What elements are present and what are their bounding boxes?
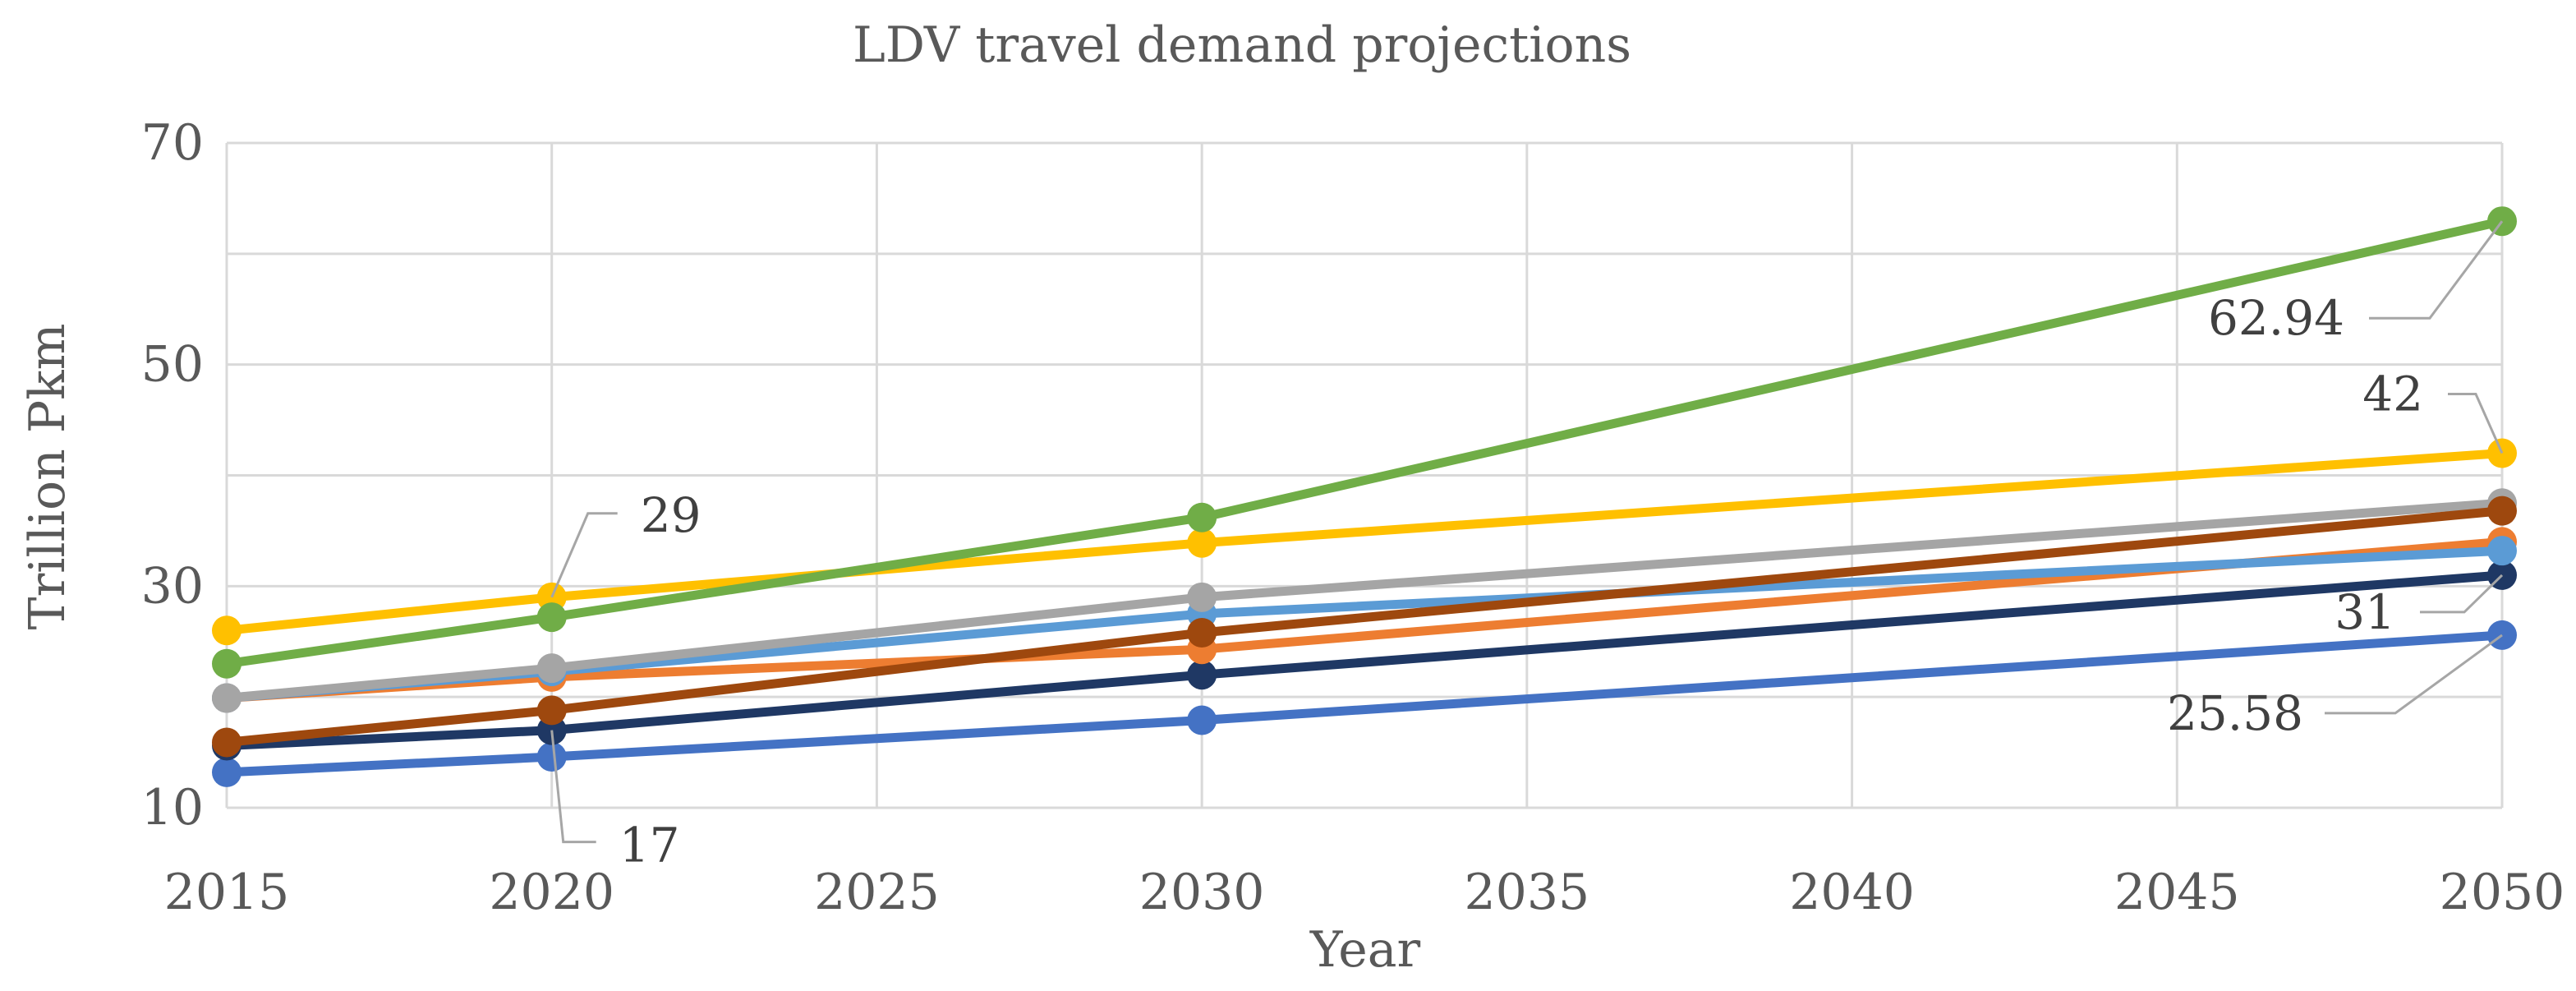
data-label: 42 — [2362, 366, 2423, 422]
series-8 — [212, 206, 2517, 679]
data-point — [1187, 582, 1217, 612]
annotation-leader — [2325, 634, 2503, 715]
x-tick-label: 2035 — [1465, 864, 1590, 921]
y-tick-label: 30 — [141, 557, 204, 615]
series-line — [222, 498, 2507, 703]
data-point — [536, 741, 567, 772]
annotation-leader — [2369, 220, 2504, 320]
data-label: 25.58 — [2167, 685, 2303, 741]
data-point — [2487, 496, 2517, 526]
data-point — [212, 757, 242, 787]
data-point — [212, 648, 242, 679]
x-axis-ticks: 2015 2020 2025 2030 2035 2040 2045 2050 — [164, 864, 2565, 921]
data-point — [2487, 536, 2517, 566]
x-tick-label: 2020 — [489, 864, 614, 921]
annotation-leader — [2448, 393, 2504, 454]
data-point — [212, 615, 242, 646]
data-label: 17 — [619, 818, 680, 873]
annotation-leaders — [550, 220, 2504, 844]
series-6 — [212, 496, 2517, 758]
data-point — [2487, 438, 2517, 468]
series-1 — [212, 620, 2517, 787]
y-tick-label: 10 — [141, 779, 204, 837]
data-point — [2487, 206, 2517, 237]
data-point — [536, 653, 567, 684]
annotation-leader — [2420, 574, 2504, 614]
x-tick-label: 2040 — [1789, 864, 1915, 921]
x-tick-label: 2025 — [814, 864, 940, 921]
series-lines — [212, 206, 2517, 787]
data-point — [536, 602, 567, 633]
x-tick-label: 2015 — [164, 864, 290, 921]
data-point — [1187, 617, 1217, 648]
series-line — [222, 506, 2507, 747]
y-axis-label: Trillion Pkm — [19, 324, 76, 630]
y-tick-label: 70 — [141, 114, 204, 172]
y-axis-ticks: 10 30 50 70 — [141, 114, 204, 837]
annotation-leader — [550, 730, 596, 844]
data-point — [1187, 705, 1217, 735]
data-point — [536, 695, 567, 726]
data-point — [212, 683, 242, 713]
x-tick-label: 2030 — [1139, 864, 1265, 921]
data-point — [1187, 528, 1217, 558]
series-line — [222, 216, 2507, 669]
data-label: 31 — [2334, 584, 2395, 640]
series-line — [222, 570, 2507, 750]
x-tick-label: 2050 — [2440, 864, 2565, 921]
y-tick-label: 50 — [141, 336, 204, 394]
data-label: 29 — [641, 487, 702, 543]
series-line — [222, 630, 2507, 777]
annotation-labels: 62.94 42 31 25.58 29 17 — [619, 290, 2423, 873]
series-5 — [212, 488, 2517, 713]
data-point — [1187, 660, 1217, 690]
chart-title: LDV travel demand projections — [853, 16, 1631, 74]
data-point — [212, 727, 242, 758]
annotation-leader — [550, 512, 618, 598]
x-axis-label: Year — [1309, 921, 1421, 979]
x-tick-label: 2045 — [2114, 864, 2240, 921]
data-point — [1187, 502, 1217, 532]
data-label: 62.94 — [2208, 290, 2344, 346]
